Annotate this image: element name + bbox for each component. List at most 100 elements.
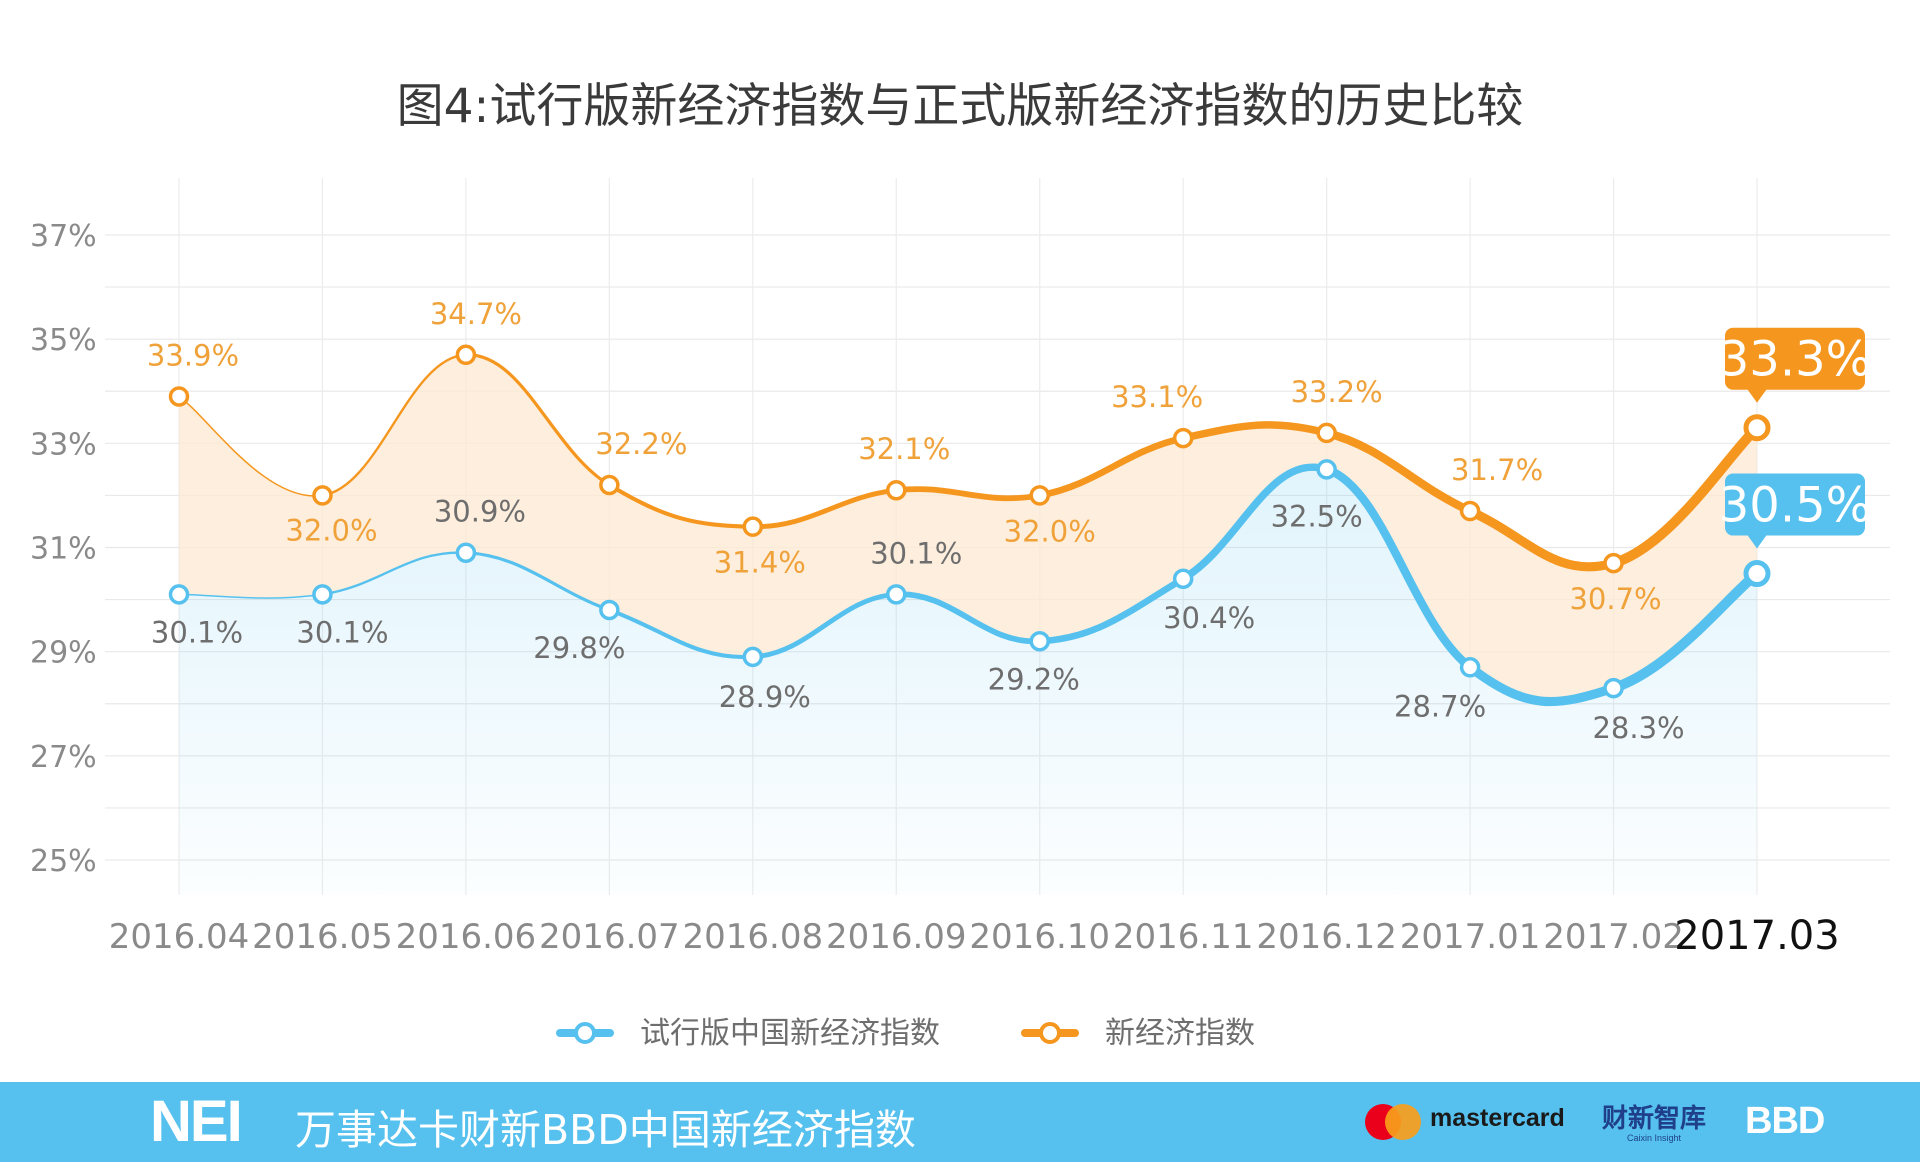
series-line-blue (1608, 568, 1762, 694)
data-point-orange (1459, 500, 1481, 522)
bbd-logo: BBD (1745, 1100, 1825, 1142)
mastercard-wordmark: mastercard (1430, 1104, 1565, 1132)
data-point-orange (168, 386, 190, 407)
callout-blue-box (1725, 473, 1865, 536)
data-point-blue (1172, 568, 1194, 589)
x-tick-label: 2016.04 (109, 917, 250, 957)
data-label-orange: 30.7% (1569, 582, 1661, 616)
legend-item-blue-label: 试行版中国新经济指数 (640, 1016, 940, 1051)
series-line-blue (464, 551, 611, 612)
data-point-orange (742, 516, 764, 537)
x-tick-label: 2016.06 (396, 917, 537, 957)
x-tick-label: 2016.08 (683, 917, 824, 957)
series-points (168, 344, 1771, 699)
x-axis: 2016.04 2016.05 2016.06 2016.07 2016.08 2016.… (109, 913, 1840, 959)
data-point-blue (1316, 459, 1337, 480)
data-point-blue (1029, 631, 1050, 652)
data-label-orange: 31.7% (1451, 453, 1543, 487)
callout-orange-box (1725, 327, 1865, 390)
series-line-blue (1465, 662, 1619, 707)
legend: 试行版中国新经济指数 新经济指数 (556, 1016, 1255, 1051)
footer-bar: NEI 万事达卡财新BBD中国新经济指数 mastercard 财新智库 Cai… (0, 1082, 1920, 1162)
data-label-orange: 32.0% (285, 513, 377, 547)
data-label-blue: 30.4% (1163, 601, 1255, 635)
x-tick-label: 2016.05 (252, 917, 393, 957)
data-point-blue (312, 584, 333, 605)
data-label-blue: 30.1% (296, 615, 388, 649)
y-tick-label: 35% (30, 323, 97, 358)
x-tick-label: 2016.09 (826, 917, 967, 957)
data-point-orange (599, 474, 620, 496)
callout-orange-pointer (1747, 388, 1767, 403)
series-line-orange (607, 482, 755, 529)
series-line-orange (1322, 428, 1475, 516)
data-point-orange (1603, 552, 1624, 574)
x-tick-label: 2017.03 (1674, 913, 1839, 959)
series-line-orange (1179, 421, 1331, 442)
footer-brand-title: 万事达卡财新BBD中国新经济指数 (295, 1106, 916, 1154)
series-line-blue (321, 551, 468, 596)
x-tick-label: 2016.07 (539, 917, 680, 957)
data-label-blue: 28.9% (719, 680, 811, 714)
legend-item-orange: 新经济指数 (1021, 1016, 1255, 1051)
chart: 图4:试行版新经济指数与正式版新经济指数的历史比较 25% 27% 29% 31% 33… (30, 79, 1890, 1051)
data-point-blue (599, 599, 620, 621)
series-lines (178, 353, 1762, 707)
data-label-orange: 33.2% (1291, 375, 1383, 409)
data-point-orange (312, 485, 333, 506)
caixin-logo-en: Caixin Insight (1626, 1133, 1682, 1143)
y-tick-label: 27% (30, 740, 97, 775)
data-label-orange: 33.9% (147, 338, 239, 372)
legend-item-blue: 试行版中国新经济指数 (556, 1016, 940, 1051)
data-label-blue: 28.7% (1394, 689, 1486, 723)
area-band-orange (179, 354, 1757, 702)
series-line-blue (1322, 465, 1475, 672)
data-point-orange (1172, 427, 1194, 449)
data-point-orange (1316, 422, 1337, 444)
data-label-blue: 30.9% (434, 495, 526, 529)
series-line-orange (1608, 422, 1762, 569)
caixin-insight-logo: 财新智库 Caixin Insight (1602, 1098, 1706, 1143)
data-label-orange: 33.1% (1111, 380, 1203, 414)
series-line-blue (1179, 463, 1331, 583)
series-line-orange (893, 486, 1043, 502)
data-point-blue (742, 646, 764, 668)
series-line-blue (750, 591, 899, 660)
series-line-orange (1036, 434, 1187, 499)
callout-orange: 33.3% (1719, 327, 1871, 403)
y-tick-label: 31% (30, 532, 97, 567)
data-point-blue (455, 542, 477, 563)
data-label-orange: 31.4% (714, 546, 806, 580)
series-areas (179, 354, 1757, 895)
y-axis: 25% 27% 29% 31% 33% 35% 37% (30, 219, 97, 879)
series-line-blue (607, 607, 755, 660)
callout-blue: 30.5% (1719, 473, 1871, 549)
chart-title: 图4:试行版新经济指数与正式版新经济指数的历史比较 (397, 79, 1524, 134)
x-tick-label: 2017.01 (1400, 917, 1541, 957)
legend-item-orange-marker (1039, 1022, 1061, 1044)
y-tick-label: 37% (30, 219, 97, 254)
x-tick-label: 2017.02 (1543, 917, 1684, 957)
callout-blue-pointer (1747, 534, 1767, 549)
data-point-blue (886, 584, 907, 605)
data-label-blue: 30.1% (151, 615, 243, 649)
callout-blue-text: 30.5% (1719, 478, 1871, 534)
x-tick-label: 2016.12 (1256, 917, 1397, 957)
data-label-blue: 29.8% (533, 631, 625, 665)
y-tick-label: 29% (30, 636, 97, 671)
mastercard-logo-icon (1365, 1104, 1423, 1140)
data-point-orange (455, 344, 477, 366)
data-label-blue: 30.1% (870, 536, 962, 570)
series-line-blue (893, 591, 1043, 645)
data-point-blue (1603, 677, 1624, 699)
x-tick-label: 2016.11 (1113, 917, 1254, 957)
x-tick-label: 2016.10 (969, 917, 1110, 957)
series-line-orange (1465, 506, 1619, 572)
data-label-orange: 32.0% (1004, 514, 1096, 548)
data-label-blue: 28.3% (1592, 711, 1684, 745)
data-label-orange: 32.1% (858, 432, 950, 466)
series-line-orange (321, 353, 468, 497)
y-tick-label: 33% (30, 427, 97, 462)
callout-orange-text: 33.3% (1719, 332, 1871, 388)
area-blue (179, 467, 1757, 895)
